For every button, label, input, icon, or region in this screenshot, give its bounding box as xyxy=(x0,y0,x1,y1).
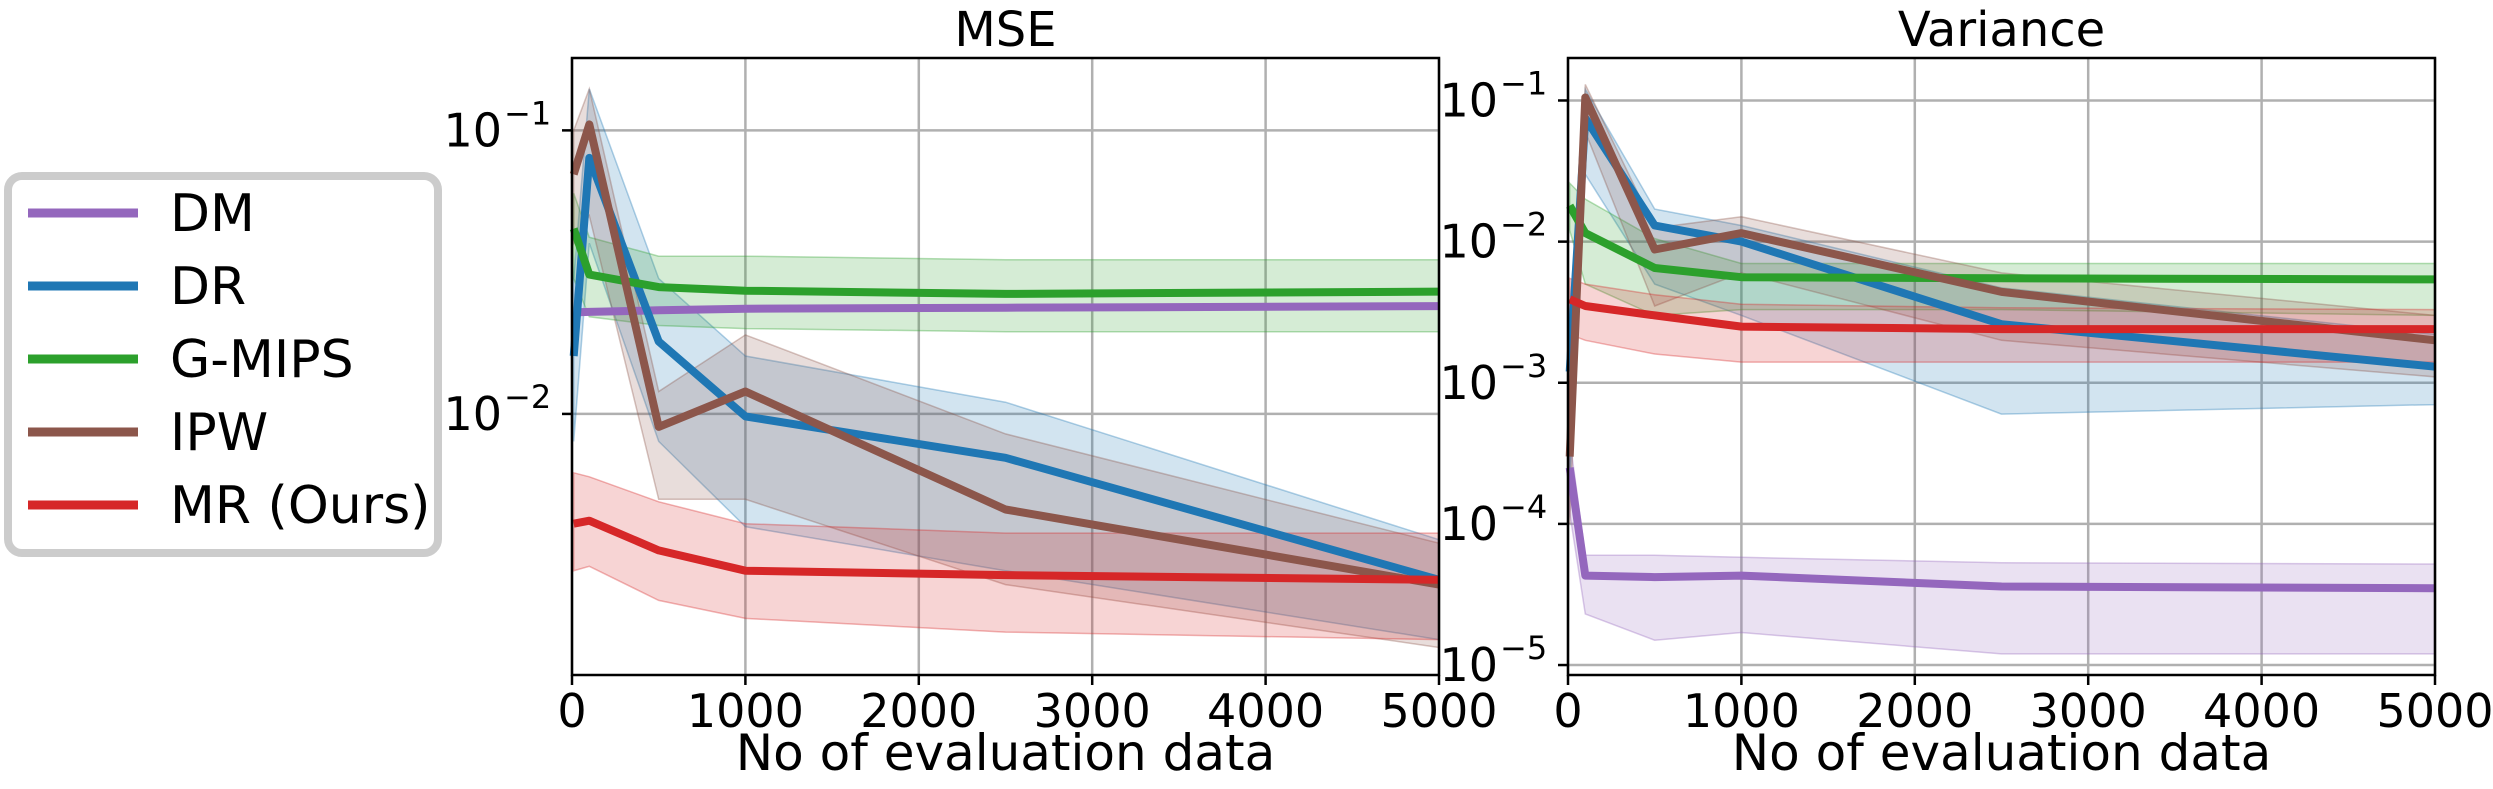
legend-label-g-mips: G-MIPS xyxy=(170,330,354,390)
legend-label-dr: DR xyxy=(170,257,246,317)
y-tick-label-variance: 10 xyxy=(1439,497,1498,551)
x-tick-label-variance: 1000 xyxy=(1683,684,1800,738)
y-tick-label-mse: 10 xyxy=(443,387,502,441)
panel-variance: 0 1000 2000 3000 4000 5000 10−110−210−310−410… xyxy=(1439,2,2493,782)
y-tick-label-variance: 10 xyxy=(1439,73,1498,127)
legend: DM DR G-MIPS IPW MR (Ours) xyxy=(4,172,442,557)
line-dm-mse xyxy=(573,302,1440,317)
panel-mse: 0 1000 2000 3000 4000 5000 10−110−2 MSE No of… xyxy=(443,2,1497,782)
x-tick-label-variance: 0 xyxy=(1553,684,1582,738)
y-tick-exponent-variance: −1 xyxy=(1500,64,1547,102)
y-tick-exponent-variance: −2 xyxy=(1500,206,1547,244)
line-mr-ours-mse xyxy=(572,516,1440,584)
y-tick-exponent-variance: −5 xyxy=(1500,629,1547,667)
line-mr-ours-variance xyxy=(1568,295,2435,334)
x-tick-label-variance: 5000 xyxy=(2376,684,2493,738)
line-dm-variance xyxy=(1565,467,2436,593)
chart-title-variance: Variance xyxy=(1898,2,2105,58)
plot-frame-variance xyxy=(1566,56,2437,677)
line-ipw-mse xyxy=(569,120,1440,589)
x-tick-label-mse: 2000 xyxy=(860,684,977,738)
x-tick-label-mse: 4000 xyxy=(1207,684,1324,738)
legend-label-ipw: IPW xyxy=(170,403,268,463)
legend-frame xyxy=(4,172,442,557)
x-tick-label-mse: 0 xyxy=(557,684,586,738)
legend-label-mr-ours: MR (Ours) xyxy=(170,476,430,536)
chart-title-mse: MSE xyxy=(954,2,1056,58)
y-tick-exponent-mse: −2 xyxy=(504,378,551,416)
y-tick-exponent-variance: −4 xyxy=(1500,488,1547,526)
x-tick-label-mse: 3000 xyxy=(1034,684,1151,738)
y-tick-label-variance: 10 xyxy=(1439,215,1498,269)
line-g-mips-mse xyxy=(569,227,1440,298)
x-tick-label-mse: 5000 xyxy=(1380,684,1497,738)
y-tick-label-variance: 10 xyxy=(1439,638,1498,692)
x-tick-label-variance: 4000 xyxy=(2203,684,2320,738)
x-tick-label-variance: 2000 xyxy=(1856,684,1973,738)
line-ipw-variance xyxy=(1565,93,2436,457)
band-dm-variance xyxy=(1568,438,2436,655)
x-tick-label-mse: 1000 xyxy=(687,684,804,738)
line-dr-mse xyxy=(569,153,1441,584)
y-tick-label-variance: 10 xyxy=(1439,356,1498,410)
x-axis-label-mse: No of evaluation data xyxy=(736,724,1275,782)
x-axis-label-variance: No of evaluation data xyxy=(1732,724,2271,782)
legend-label-dm: DM xyxy=(170,184,255,244)
x-tick-label-variance: 3000 xyxy=(2030,684,2147,738)
y-tick-exponent-mse: −1 xyxy=(504,94,551,132)
y-tick-label-mse: 10 xyxy=(443,103,502,157)
y-tick-exponent-variance: −3 xyxy=(1500,347,1547,385)
plot-frame-mse xyxy=(570,56,1441,677)
